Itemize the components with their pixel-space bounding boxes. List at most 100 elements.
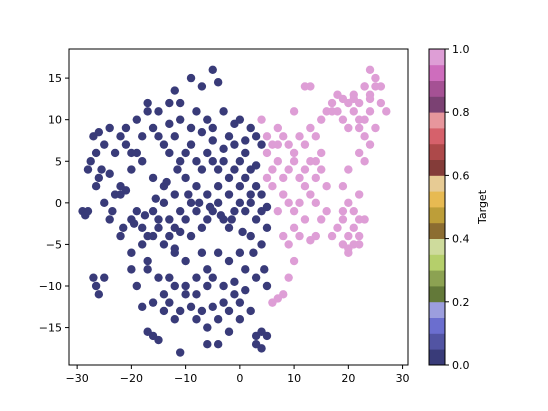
scatter-point-target-0 xyxy=(143,107,152,116)
scatter-point-target-0 xyxy=(165,273,174,282)
scatter-point-target-0 xyxy=(246,198,255,208)
scatter-point-target-1 xyxy=(279,190,288,199)
scatter-point-target-0 xyxy=(100,198,109,208)
scatter-point-target-0 xyxy=(224,256,234,266)
scatter-point-target-0 xyxy=(213,78,223,87)
scatter-point-target-0 xyxy=(148,173,158,183)
colorbar-segment xyxy=(429,238,445,255)
scatter-point-target-0 xyxy=(192,107,201,116)
scatter-point-target-0 xyxy=(165,215,174,224)
scatter-point-target-0 xyxy=(100,140,109,149)
scatter-point-target-1 xyxy=(295,231,304,241)
scatter-point-target-1 xyxy=(268,298,277,307)
scatter-point-target-1 xyxy=(289,256,299,266)
scatter-point-target-0 xyxy=(91,148,101,158)
scatter-point-target-1 xyxy=(289,157,299,166)
scatter-point-target-0 xyxy=(143,256,152,266)
x-tick-label: 10 xyxy=(287,372,301,385)
scatter-point-target-1 xyxy=(354,231,364,241)
scatter-point-target-1 xyxy=(311,173,320,183)
scatter-point-target-1 xyxy=(338,115,348,124)
colorbar-segment xyxy=(429,333,445,350)
colorbar-tick-label: 0.0 xyxy=(452,359,470,372)
scatter-point-target-0 xyxy=(192,315,201,324)
scatter-point-target-0 xyxy=(235,198,245,208)
scatter-point-target-0 xyxy=(246,231,255,241)
scatter-point-target-0 xyxy=(224,173,234,183)
scatter-point-target-0 xyxy=(203,340,212,349)
scatter-point-target-1 xyxy=(360,215,369,224)
y-tick-label: 0 xyxy=(55,197,62,210)
scatter-point-target-0 xyxy=(257,240,266,249)
scatter-point-target-1 xyxy=(365,94,375,104)
scatter-point-target-0 xyxy=(175,115,185,124)
scatter-point-target-1 xyxy=(306,123,315,133)
x-tick-label: 20 xyxy=(341,372,355,385)
scatter-point-target-0 xyxy=(203,265,212,274)
y-tick-label: −5 xyxy=(46,238,62,251)
scatter-point-target-0 xyxy=(108,206,117,216)
scatter-point-target-0 xyxy=(197,82,207,91)
scatter-point-target-1 xyxy=(344,123,353,133)
colorbar-tick-label: 1.0 xyxy=(452,43,470,56)
scatter-point-target-1 xyxy=(306,190,315,199)
colorbar-frame xyxy=(428,48,446,366)
scatter-point-target-1 xyxy=(311,157,320,166)
scatter-point-target-1 xyxy=(371,82,380,91)
scatter-point-target-0 xyxy=(235,157,245,166)
scatter-point-target-0 xyxy=(127,165,136,174)
colorbar-segment xyxy=(429,80,445,97)
scatter-point-target-1 xyxy=(284,165,293,174)
scatter-point-target-0 xyxy=(143,98,152,108)
scatter-point-target-1 xyxy=(354,240,364,249)
scatter-point-target-0 xyxy=(213,340,223,349)
scatter-point-target-1 xyxy=(322,206,331,216)
scatter-point-target-0 xyxy=(192,157,201,166)
colorbar-segment xyxy=(429,143,445,160)
scatter-point-target-1 xyxy=(360,132,369,141)
scatter-point-target-1 xyxy=(349,223,358,232)
scatter-point-target-0 xyxy=(251,340,261,349)
scatter-point-target-0 xyxy=(170,315,179,324)
scatter-point-target-0 xyxy=(119,223,128,232)
scatter-point-target-1 xyxy=(317,165,326,174)
scatter-point-target-1 xyxy=(349,94,358,104)
scatter-point-target-0 xyxy=(219,107,228,116)
scatter-point-target-1 xyxy=(295,173,304,183)
scatter-point-target-0 xyxy=(91,281,101,291)
scatter-point-target-0 xyxy=(260,265,269,274)
scatter-point-target-0 xyxy=(97,165,106,174)
scatter-point-target-1 xyxy=(306,236,315,245)
scatter-point-target-1 xyxy=(349,206,358,216)
scatter-point-target-0 xyxy=(219,144,228,153)
scatter-point-target-0 xyxy=(224,327,234,336)
scatter-point-target-1 xyxy=(300,182,310,191)
scatter-point-target-0 xyxy=(105,123,114,133)
y-tick-label: 15 xyxy=(48,72,62,85)
scatter-point-target-1 xyxy=(365,65,375,74)
scatter-point-target-1 xyxy=(311,198,320,208)
scatter-point-target-0 xyxy=(246,123,255,133)
scatter-point-target-1 xyxy=(289,107,299,116)
scatter-point-target-0 xyxy=(203,148,212,158)
scatter-point-target-0 xyxy=(151,194,160,203)
scatter-point-target-0 xyxy=(181,281,190,291)
scatter-point-target-0 xyxy=(181,215,190,224)
scatter-point-target-0 xyxy=(213,198,223,208)
scatter-point-target-1 xyxy=(273,140,283,149)
colorbar-segment xyxy=(429,128,445,145)
scatter-point-target-0 xyxy=(213,248,223,257)
scatter-point-target-0 xyxy=(230,165,239,174)
scatter-point-target-0 xyxy=(203,281,212,291)
scatter-point-target-0 xyxy=(165,231,174,241)
x-tick-label: −30 xyxy=(66,372,89,385)
scatter-point-target-0 xyxy=(205,202,215,212)
scatter-point-target-0 xyxy=(186,198,196,208)
scatter-point-target-1 xyxy=(273,123,283,133)
scatter-point-target-0 xyxy=(165,298,174,307)
scatter-point-target-1 xyxy=(300,165,310,174)
colorbar-segment xyxy=(429,254,445,271)
scatter-point-target-0 xyxy=(83,165,93,174)
scatter-point-target-0 xyxy=(186,140,196,149)
scatter-point-target-1 xyxy=(300,215,310,224)
